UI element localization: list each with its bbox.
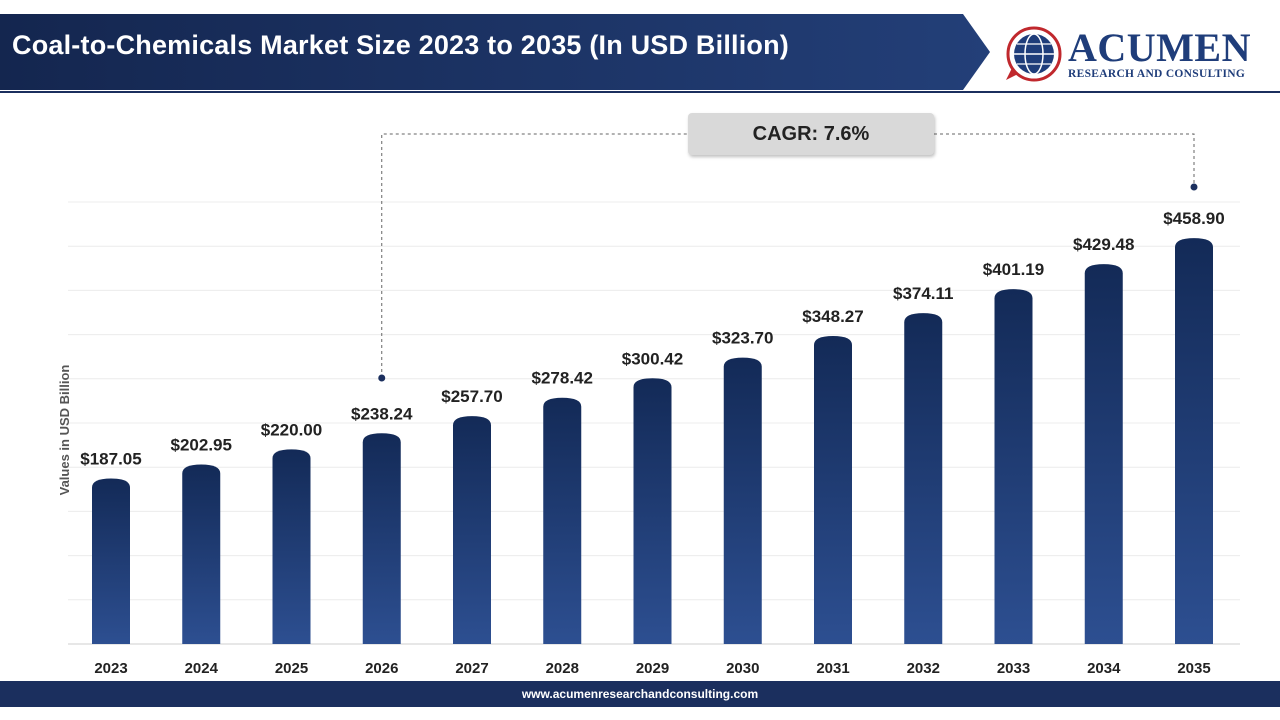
x-tick-2031: 2031 bbox=[816, 660, 849, 677]
footer-bar: www.acumenresearchandconsulting.com bbox=[0, 681, 1280, 707]
cagr-badge: CAGR: 7.6% bbox=[688, 113, 934, 155]
data-label-2035: $458.90 bbox=[1163, 209, 1224, 228]
x-tick-2029: 2029 bbox=[636, 660, 669, 677]
brand-subtitle: RESEARCH AND CONSULTING bbox=[1068, 68, 1246, 80]
value-labels: $187.05 $202.95 $220.00 $238.24 $257.70 $278.… bbox=[80, 209, 1224, 468]
cagr-label: CAGR: 7.6% bbox=[752, 122, 870, 145]
x-tick-2025: 2025 bbox=[275, 660, 308, 677]
data-label-2029: $300.42 bbox=[622, 349, 683, 368]
brand-name: ACUMEN bbox=[1068, 25, 1251, 70]
bar-2023 bbox=[92, 478, 130, 644]
bottom-strip bbox=[0, 707, 1280, 720]
cagr-connector bbox=[378, 133, 1198, 382]
x-tick-2033: 2033 bbox=[997, 660, 1030, 677]
cagr-start-dot bbox=[378, 374, 386, 382]
x-tick-2027: 2027 bbox=[455, 660, 488, 677]
cagr-dashed-line bbox=[381, 133, 1195, 378]
bar-2035 bbox=[1175, 238, 1213, 644]
x-tick-2024: 2024 bbox=[185, 660, 219, 677]
x-tick-2030: 2030 bbox=[726, 660, 759, 677]
bar-2033 bbox=[994, 289, 1033, 644]
x-tick-2034: 2034 bbox=[1087, 660, 1121, 677]
data-label-2031: $348.27 bbox=[802, 307, 863, 326]
data-label-2030: $323.70 bbox=[712, 329, 773, 348]
footer-url: www.acumenresearchandconsulting.com bbox=[521, 687, 759, 701]
bars bbox=[92, 238, 1213, 644]
bar-2031 bbox=[814, 335, 852, 644]
page-title: Coal-to-Chemicals Market Size 2023 to 20… bbox=[12, 30, 790, 60]
x-tick-2028: 2028 bbox=[546, 660, 579, 677]
data-label-2027: $257.70 bbox=[441, 387, 502, 406]
data-label-2025: $220.00 bbox=[261, 420, 322, 439]
bar-2028 bbox=[543, 397, 582, 644]
data-label-2033: $401.19 bbox=[983, 260, 1044, 279]
bar-2027 bbox=[453, 416, 491, 644]
bar-2024 bbox=[182, 464, 221, 644]
x-tick-2026: 2026 bbox=[365, 660, 398, 677]
data-label-2023: $187.05 bbox=[80, 450, 141, 469]
bar-2030 bbox=[723, 357, 762, 644]
bar-2025 bbox=[272, 449, 311, 644]
bar-2029 bbox=[633, 378, 672, 644]
data-label-2032: $374.11 bbox=[893, 284, 954, 303]
bar-2034 bbox=[1084, 264, 1123, 644]
bar-2026 bbox=[362, 433, 401, 644]
acumen-globe-logo-icon bbox=[1006, 26, 1062, 82]
bar-2032 bbox=[904, 313, 943, 644]
data-label-2026: $238.24 bbox=[351, 404, 413, 423]
cagr-end-dot bbox=[1190, 183, 1198, 191]
x-axis-ticks: 2023 2024 2025 2026 2027 2028 2029 2030 2031 2032… bbox=[94, 660, 1210, 677]
data-label-2024: $202.95 bbox=[171, 435, 232, 454]
x-tick-2035: 2035 bbox=[1177, 660, 1210, 677]
header-banner bbox=[0, 14, 1280, 93]
x-tick-2032: 2032 bbox=[907, 660, 940, 677]
y-axis-title: Values in USD Billion bbox=[57, 365, 72, 496]
data-label-2028: $278.42 bbox=[532, 369, 593, 388]
x-tick-2023: 2023 bbox=[94, 660, 127, 677]
data-label-2034: $429.48 bbox=[1073, 235, 1134, 254]
